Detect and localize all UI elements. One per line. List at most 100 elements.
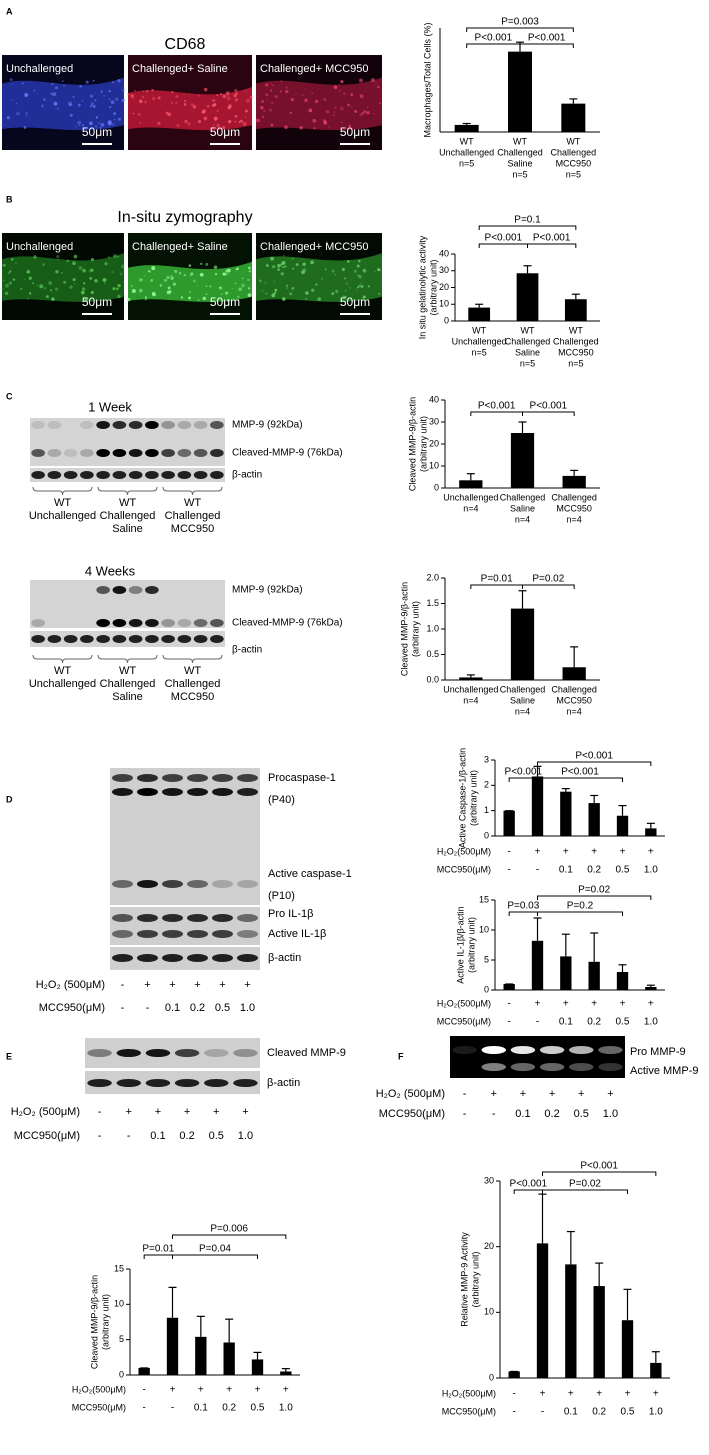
- treatment-value: +: [620, 999, 626, 1010]
- texture: [166, 276, 170, 279]
- texture: [234, 120, 237, 123]
- texture: [144, 296, 148, 299]
- blot-band: [481, 1046, 506, 1054]
- texture: [277, 263, 281, 268]
- y-axis-label: Relative MMP-9 Activity: [459, 1232, 469, 1327]
- texture: [360, 284, 364, 288]
- texture: [56, 255, 60, 259]
- texture: [107, 256, 110, 259]
- y-tick-label: 0: [444, 315, 449, 325]
- texture: [241, 283, 245, 288]
- texture: [261, 100, 264, 103]
- bar: [593, 1286, 605, 1378]
- blot-band: [162, 788, 183, 796]
- texture: [284, 125, 288, 130]
- texture: [131, 288, 136, 293]
- blot-band: [96, 586, 110, 594]
- bar: [510, 608, 535, 680]
- texture: [374, 271, 376, 273]
- texture: [282, 266, 285, 269]
- p-value: P=0.02: [569, 1179, 601, 1190]
- treatment-value: 1.0: [240, 1002, 255, 1014]
- group-label: Unchallenged: [29, 678, 96, 690]
- texture: [121, 264, 125, 269]
- texture: [3, 264, 6, 267]
- band-label: Cleaved-MMP-9 (76kDa): [232, 448, 343, 459]
- blot-band: [177, 471, 192, 479]
- blot-band: [128, 586, 143, 594]
- blot-band: [212, 930, 233, 938]
- texture: [24, 92, 29, 97]
- y-tick-label: 10: [429, 460, 439, 470]
- y-axis-label: (arbitrary unit): [466, 917, 476, 973]
- blot-band: [510, 1063, 536, 1071]
- texture: [36, 284, 39, 287]
- texture: [73, 254, 78, 259]
- micrograph: [1, 55, 126, 150]
- blot-band: [162, 914, 183, 922]
- texture: [134, 90, 136, 92]
- treatment-value: 1.0: [279, 1403, 293, 1414]
- blot-band: [137, 774, 158, 782]
- blot-band: [187, 930, 208, 938]
- tissue: [256, 77, 382, 131]
- texture: [241, 277, 244, 280]
- blot-band: [212, 914, 233, 922]
- image-label: Challenged+ MCC950: [260, 63, 369, 75]
- blot-band: [116, 1079, 141, 1087]
- texture: [108, 98, 111, 101]
- texture: [104, 282, 106, 285]
- y-axis-label: Cleaved MMP-9/β-actin: [399, 582, 409, 676]
- x-tick-label: Unchallenged: [439, 147, 494, 157]
- error-bar: [623, 1288, 632, 1321]
- bar: [503, 984, 515, 990]
- blot-strip: [30, 631, 225, 647]
- texture: [10, 98, 13, 101]
- group-brace: [97, 486, 158, 496]
- bar: [251, 1359, 264, 1375]
- texture: [373, 112, 376, 115]
- texture: [304, 98, 308, 102]
- texture: [258, 279, 262, 283]
- treatment-value: 0.5: [215, 1002, 230, 1014]
- group-label: WT: [119, 665, 136, 677]
- texture: [23, 126, 27, 129]
- texture: [213, 297, 215, 299]
- error-bar: [466, 674, 475, 678]
- texture: [238, 120, 241, 124]
- texture: [343, 92, 346, 95]
- texture: [362, 109, 367, 114]
- blot-band: [128, 421, 143, 429]
- texture: [315, 283, 318, 286]
- texture: [357, 274, 359, 276]
- blot-band: [137, 880, 158, 888]
- x-tick-label: Challenged: [553, 336, 599, 346]
- blot-band: [112, 449, 127, 457]
- texture: [53, 101, 58, 106]
- y-tick-label: 30: [484, 1175, 494, 1185]
- texture: [218, 286, 222, 289]
- error-bar: [646, 822, 655, 829]
- micrograph: [256, 233, 382, 320]
- texture: [234, 282, 237, 285]
- group-brace: [162, 654, 223, 664]
- blot-band: [31, 471, 45, 479]
- band-label: Active IL-1β: [268, 928, 326, 940]
- treatment-value: -: [142, 1385, 145, 1396]
- treatment-value: +: [126, 1106, 132, 1118]
- texture: [334, 106, 337, 109]
- texture: [281, 297, 286, 301]
- x-tick-label: Saline: [510, 503, 535, 513]
- blot-band: [145, 1049, 171, 1057]
- error-bar: [618, 804, 627, 816]
- significance-bracket: [542, 1171, 657, 1176]
- blot-band: [112, 635, 127, 643]
- image-label: Unchallenged: [6, 241, 73, 253]
- scale-bar-label: 50μm: [82, 125, 112, 139]
- treatment-value: 0.1: [564, 1407, 578, 1418]
- blot-band: [187, 774, 208, 782]
- texture: [226, 298, 230, 302]
- texture: [157, 96, 161, 100]
- texture: [151, 96, 156, 101]
- p-value: P=0.03: [507, 901, 539, 912]
